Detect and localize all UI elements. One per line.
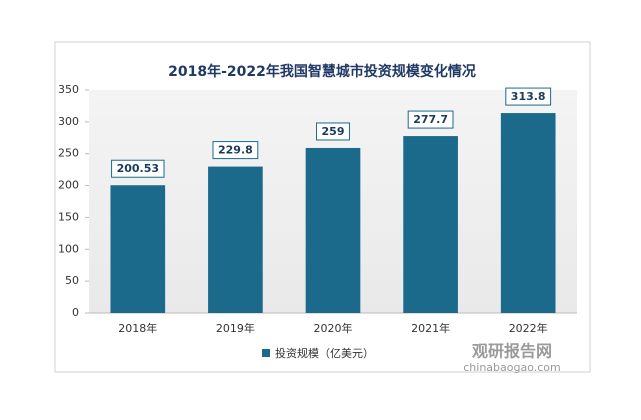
watermark-name: 观研报告网 [472, 342, 552, 361]
data-label: 313.8 [511, 90, 546, 103]
data-label: 200.53 [117, 162, 159, 175]
data-label-box [505, 87, 552, 106]
bar [500, 113, 556, 313]
y-tick-label: 200 [58, 179, 79, 192]
bar [110, 185, 166, 313]
data-label-box [212, 141, 259, 160]
data-label: 277.7 [413, 113, 448, 126]
x-tick-label: 2021年 [411, 321, 450, 335]
bar [208, 166, 263, 313]
legend-label: 投资规模（亿美元） [275, 346, 374, 360]
data-label: 229.8 [218, 144, 253, 157]
data-label-box [316, 122, 350, 141]
chart-title: 2018年-2022年我国智慧城市投资规模变化情况 [168, 63, 476, 80]
data-label-box [111, 159, 165, 178]
y-tick-label: 250 [58, 147, 79, 160]
legend-swatch [262, 349, 270, 357]
bar [403, 136, 458, 313]
x-tick-label: 2020年 [314, 321, 353, 335]
y-tick-label: 300 [58, 115, 79, 128]
y-tick-label: 150 [58, 210, 79, 223]
x-tick-label: 2022年 [509, 321, 548, 335]
y-tick-label: 350 [58, 83, 79, 96]
watermark-url: chinabaogao.com [463, 361, 561, 374]
x-tick-label: 2018年 [118, 321, 157, 335]
y-tick-label: 100 [58, 242, 79, 255]
bar [305, 147, 361, 313]
x-tick-label: 2019年 [216, 321, 255, 335]
data-label: 259 [322, 125, 345, 138]
y-tick-label: 50 [65, 274, 79, 287]
data-label-box [407, 110, 454, 129]
y-tick-label: 0 [72, 306, 79, 319]
